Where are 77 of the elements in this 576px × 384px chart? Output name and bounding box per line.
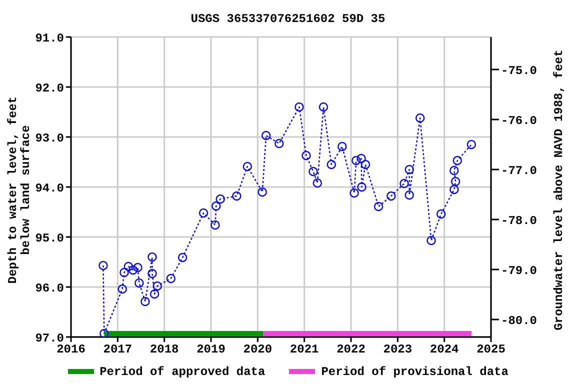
point	[404, 164, 414, 174]
x-tick-label: 2016	[56, 342, 86, 357]
point	[374, 202, 384, 212]
point	[98, 260, 108, 270]
point	[318, 102, 328, 112]
point	[150, 289, 160, 299]
point	[133, 262, 142, 272]
point	[312, 178, 322, 188]
point	[436, 209, 446, 219]
x-tick-label: 2025	[476, 342, 506, 357]
y-tick-label: 92.0	[35, 81, 64, 96]
point	[118, 284, 127, 294]
x-tick-label: 2017	[103, 342, 132, 357]
x-tick-label: 2022	[336, 342, 366, 357]
legend-label: Period of approved data	[100, 365, 266, 379]
point	[400, 178, 409, 188]
point	[166, 274, 176, 284]
point	[308, 166, 318, 176]
point	[360, 160, 370, 170]
x-tick-label: 2024	[430, 342, 459, 357]
x-tick-label: 2020	[243, 342, 272, 357]
point	[212, 201, 221, 211]
point	[148, 268, 157, 278]
x-tick-label: 2023	[383, 342, 412, 357]
point	[450, 176, 460, 186]
point	[216, 194, 225, 204]
y2-axis-title: Groundwater level above NAVD 1988, feet	[552, 50, 566, 330]
point	[466, 140, 476, 150]
y-tick-label: 91.0	[35, 31, 64, 46]
point	[294, 102, 304, 112]
point	[426, 236, 436, 246]
y2-tick-label: -78.0	[501, 214, 538, 228]
point	[258, 187, 267, 197]
point	[152, 281, 162, 291]
point	[352, 156, 361, 166]
point	[350, 188, 359, 198]
point	[261, 130, 271, 140]
y-tick-label: 96.0	[35, 281, 64, 296]
point	[452, 156, 462, 166]
point	[140, 296, 150, 306]
point	[120, 268, 129, 278]
point	[404, 190, 414, 200]
y2-tick-label: -80.0	[501, 314, 538, 328]
chart-title: USGS 365337076251602 59D 35	[190, 12, 386, 26]
point	[148, 252, 157, 262]
y-tick-label: 95.0	[35, 231, 64, 246]
y2-tick-label: -76.0	[501, 114, 538, 128]
point	[178, 252, 188, 262]
point	[242, 162, 252, 172]
y2-tick-label: -77.0	[501, 164, 538, 178]
point	[357, 182, 366, 192]
legend-label: Period of provisional data	[321, 365, 508, 379]
point	[232, 191, 242, 201]
point	[274, 138, 284, 148]
point	[338, 142, 347, 152]
point	[415, 113, 425, 123]
y-axis-title: Depth to water level, feet below land surface	[6, 96, 33, 284]
point	[356, 154, 366, 164]
point	[450, 184, 459, 194]
y-tick-label: 94.0	[35, 181, 64, 196]
point	[100, 328, 109, 337]
y2-tick-label: -75.0	[501, 64, 538, 78]
point	[386, 191, 396, 201]
point	[124, 262, 133, 272]
x-tick-label: 2019	[196, 342, 226, 357]
point	[302, 150, 311, 160]
x-tick-label: 2018	[150, 342, 179, 357]
y-tick-label: 93.0	[35, 131, 64, 146]
point	[128, 265, 138, 275]
point	[326, 160, 336, 170]
y2-tick-label: -79.0	[501, 264, 538, 278]
point	[198, 208, 208, 218]
point	[134, 278, 144, 288]
point	[210, 220, 220, 230]
x-tick-label: 2021	[290, 342, 319, 357]
y-tick-label: 97.0	[35, 331, 64, 346]
point	[450, 166, 459, 176]
